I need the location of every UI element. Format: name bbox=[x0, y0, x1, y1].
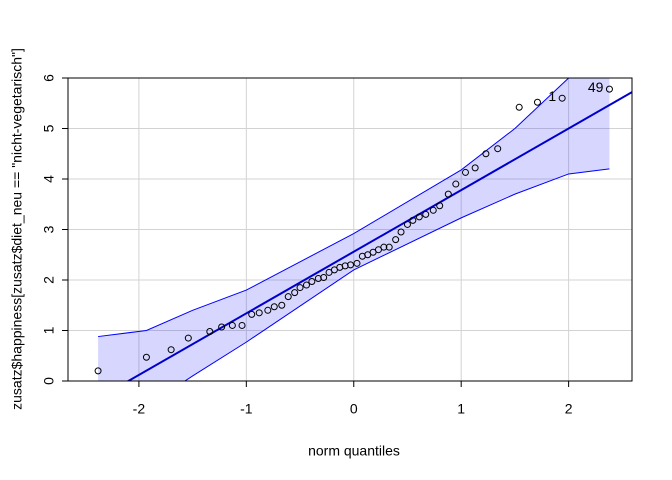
y-tick-label: 4 bbox=[41, 175, 57, 183]
data-point bbox=[291, 289, 299, 297]
data-point bbox=[415, 213, 423, 221]
x-tick-label: -1 bbox=[240, 401, 253, 417]
data-point bbox=[471, 164, 479, 172]
data-point bbox=[403, 220, 411, 228]
point-label: 49 bbox=[588, 79, 604, 95]
data-point bbox=[278, 301, 286, 309]
data-point bbox=[248, 310, 256, 318]
x-tick-label: -2 bbox=[133, 401, 146, 417]
x-tick-label: 2 bbox=[565, 401, 573, 417]
data-point bbox=[218, 323, 226, 331]
data-point bbox=[270, 303, 278, 311]
y-tick-label: 0 bbox=[41, 377, 57, 385]
data-point bbox=[380, 243, 388, 251]
data-point bbox=[392, 236, 400, 244]
data-point bbox=[482, 150, 490, 158]
band-edge bbox=[98, 78, 570, 338]
band-edge bbox=[184, 168, 610, 381]
y-tick-label: 3 bbox=[41, 225, 57, 233]
y-tick-label: 6 bbox=[41, 74, 57, 82]
y-tick-label: 5 bbox=[41, 124, 57, 132]
data-point bbox=[284, 293, 292, 301]
reference-line bbox=[126, 91, 632, 381]
y-tick-label: 2 bbox=[41, 276, 57, 284]
x-axis-label: norm quantiles bbox=[308, 443, 400, 459]
point-label: 1 bbox=[548, 88, 556, 104]
data-point bbox=[308, 278, 316, 286]
data-point bbox=[206, 328, 214, 336]
x-tick-label: 1 bbox=[457, 401, 465, 417]
data-point bbox=[353, 259, 361, 267]
y-tick-label: 1 bbox=[41, 326, 57, 334]
data-point bbox=[264, 306, 272, 314]
data-point bbox=[167, 346, 175, 354]
plot-frame bbox=[67, 77, 633, 382]
y-axis-label: zusatz$happiness[zusatz$diet_neu == "nic… bbox=[9, 48, 25, 410]
data-point bbox=[444, 190, 452, 198]
data-point bbox=[238, 321, 246, 329]
data-point bbox=[142, 353, 150, 361]
data-point bbox=[515, 103, 523, 111]
data-point bbox=[347, 261, 355, 269]
data-point bbox=[494, 145, 502, 153]
data-point bbox=[255, 309, 263, 317]
data-point bbox=[94, 367, 102, 375]
data-point bbox=[320, 273, 328, 281]
data-point bbox=[605, 85, 613, 93]
data-point bbox=[302, 281, 310, 289]
data-point bbox=[184, 334, 192, 342]
data-point bbox=[397, 228, 405, 236]
data-point bbox=[558, 94, 566, 102]
data-point bbox=[422, 210, 430, 218]
data-point bbox=[429, 206, 437, 214]
data-point bbox=[452, 180, 460, 188]
confidence-band bbox=[98, 78, 610, 381]
data-point bbox=[533, 98, 541, 106]
data-point bbox=[228, 321, 236, 329]
data-point bbox=[409, 216, 417, 224]
data-point bbox=[461, 168, 469, 176]
data-point bbox=[385, 243, 393, 251]
data-point bbox=[436, 202, 444, 210]
data-point bbox=[296, 284, 304, 292]
plot-area bbox=[98, 78, 632, 381]
x-tick-label: 0 bbox=[350, 401, 358, 417]
